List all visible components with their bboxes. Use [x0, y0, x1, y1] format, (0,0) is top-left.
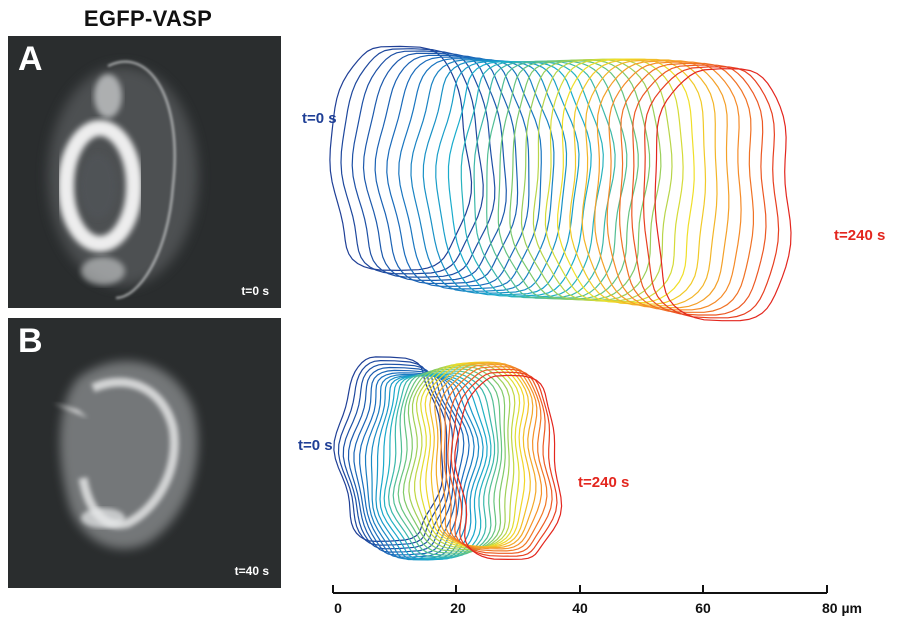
bottom-start-label: t=0 s — [298, 437, 333, 454]
cell-outline-frame — [434, 362, 537, 549]
micrograph-panel-b: B t=40 s — [8, 318, 281, 588]
timestamp-b: t=40 s — [234, 564, 269, 578]
cell-outline-frame — [392, 370, 499, 556]
cell-outline-frame — [520, 58, 662, 301]
outline-series-bottom — [333, 356, 563, 561]
cell-outline-frame — [581, 59, 718, 307]
top-end-label: t=240 s — [834, 227, 886, 244]
cell-outline-frame — [429, 361, 531, 548]
cell-outline-frame — [333, 356, 444, 543]
cell-outline-frame — [435, 60, 580, 296]
cell-outline-frame — [631, 64, 767, 316]
cell-outline-frame — [383, 373, 492, 560]
outline-series-top — [329, 45, 792, 322]
cell-outline-frame — [351, 50, 496, 278]
scale-bar — [332, 585, 828, 594]
cell-outline-frame — [353, 369, 465, 556]
cell-outline-frame — [443, 366, 548, 552]
cell-outline-frame — [447, 61, 592, 297]
scale-label-0: 0 — [334, 600, 342, 616]
cell-outline-frame — [556, 58, 695, 304]
cell-outline-frame — [422, 60, 568, 294]
cell-outline-frame — [398, 58, 542, 290]
cell-outline-frame — [364, 373, 475, 560]
cell-outline-frame — [450, 371, 558, 557]
bottom-end-label: t=240 s — [578, 474, 630, 491]
cell-outline-frame — [447, 368, 553, 554]
cell-outline-frame — [606, 61, 742, 311]
figure-heading: EGFP-VASP — [83, 6, 213, 31]
cell-outline-frame — [408, 364, 511, 551]
cell-outline-plot — [329, 45, 828, 594]
cell-outline-frame — [362, 52, 507, 282]
cell-outline-frame — [497, 59, 639, 300]
cell-outline-frame — [654, 68, 792, 322]
cell-outline-frame — [473, 60, 616, 299]
cell-outline-frame — [413, 362, 516, 549]
cell-outline-frame — [454, 374, 563, 561]
top-start-label: t=0 s — [302, 110, 337, 127]
timestamp-a: t=0 s — [241, 284, 269, 298]
scale-label-80: 80 µm — [822, 600, 862, 616]
scale-label-40: 40 — [572, 600, 588, 616]
cell-outline-frame — [397, 368, 503, 554]
micrograph-image-b — [53, 361, 198, 549]
cell-outline-frame — [439, 364, 543, 550]
scale-label-60: 60 — [695, 600, 711, 616]
panel-letter-b: B — [18, 322, 43, 360]
micrograph-image-a — [48, 60, 198, 299]
micrograph-panel-a: A t=0 s — [8, 36, 281, 308]
panel-letter-a: A — [18, 40, 43, 78]
cell-outline-frame — [509, 59, 651, 301]
cell-outline-frame — [402, 366, 506, 552]
cell-outline-frame — [618, 62, 754, 313]
cell-outline-frame — [329, 45, 473, 272]
cell-outline-frame — [486, 60, 628, 300]
cell-outline-frame — [532, 58, 673, 302]
cell-outline-frame — [642, 66, 780, 319]
scale-label-20: 20 — [450, 600, 466, 616]
cell-outline-frame — [374, 54, 519, 285]
cell-outline-frame — [386, 56, 530, 287]
cell-outline-frame — [594, 60, 730, 309]
cell-outline-frame — [569, 58, 707, 305]
